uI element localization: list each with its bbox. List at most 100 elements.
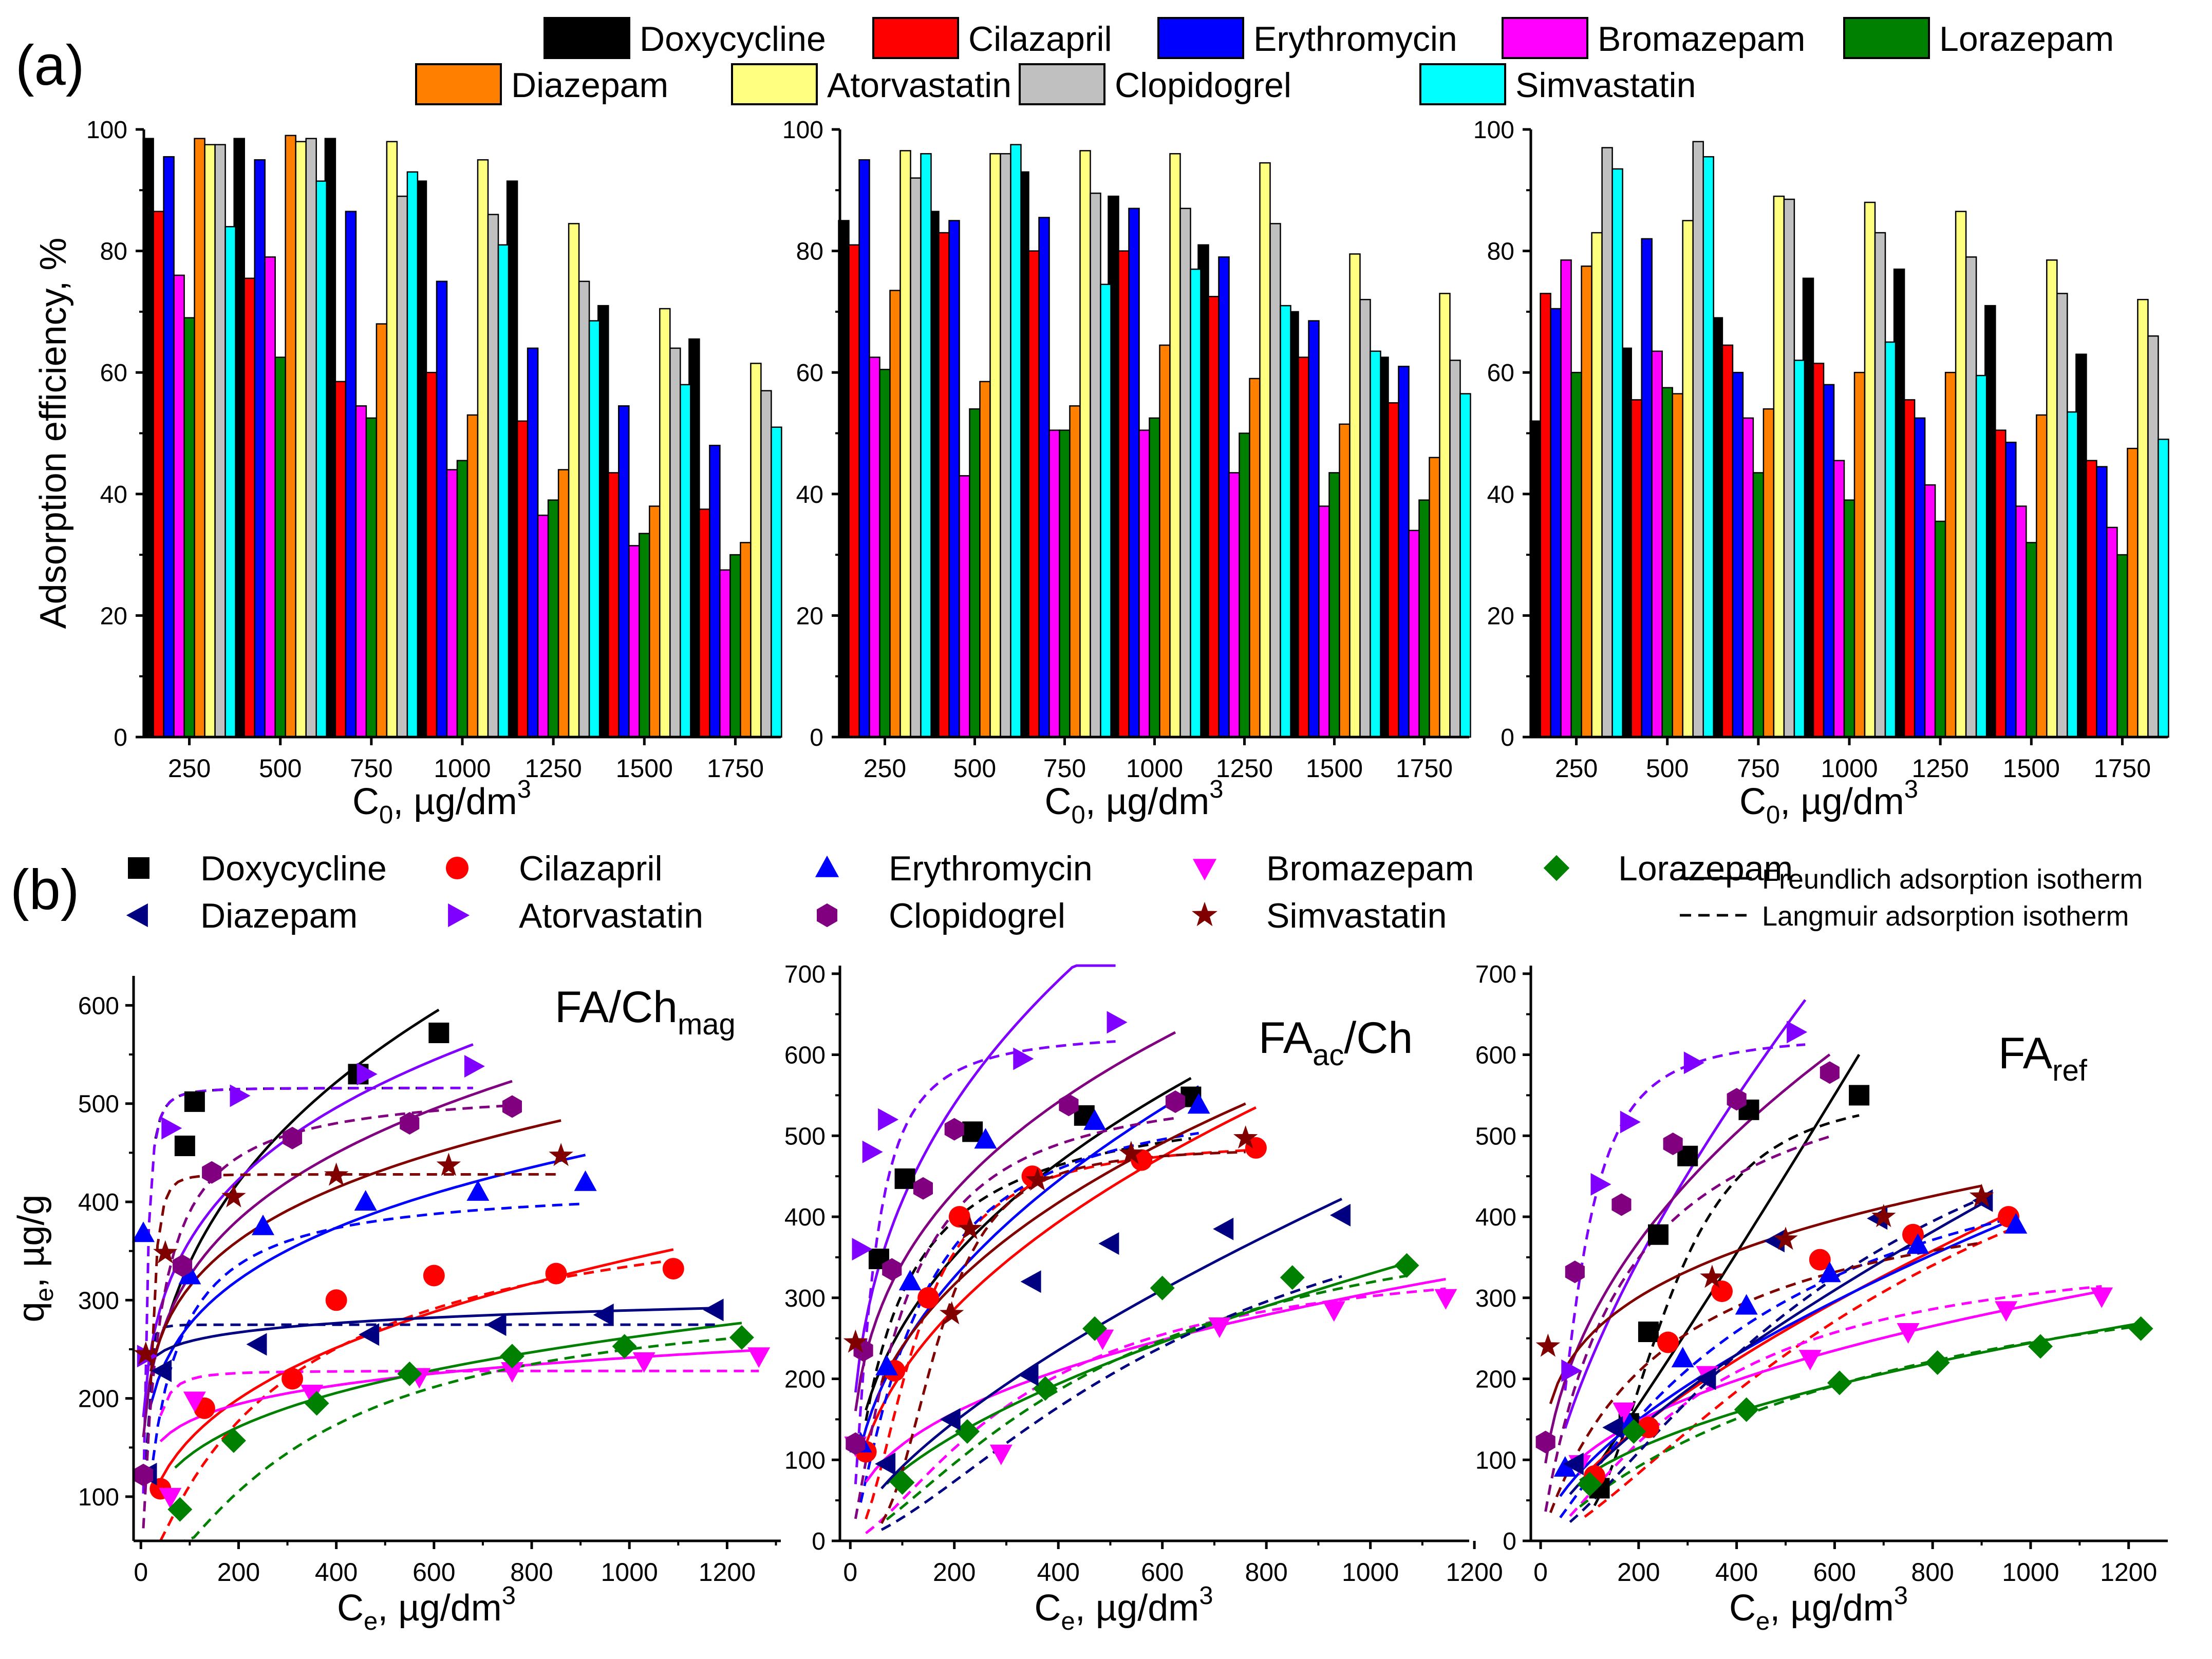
bar-erythromycin-750	[1732, 371, 1744, 738]
point-erythromycin	[1735, 1294, 1758, 1315]
bar-simvastatin-1500	[1370, 350, 1381, 738]
x-axis-label-rest: , µg/dm	[393, 781, 517, 822]
x-axis-label: C0, µg/dm3	[352, 776, 531, 829]
isotherms-simvastatin	[880, 1102, 1246, 1524]
x-tick-label: 500	[259, 754, 302, 783]
y-tick-label: 200	[78, 1386, 119, 1413]
point-lorazepam	[167, 1497, 193, 1522]
annotation-main: FA/Ch	[555, 983, 678, 1032]
y-tick-label: 60	[100, 360, 127, 387]
bar-erythromycin-1000	[1823, 384, 1835, 738]
x-tick-label: 750	[350, 754, 392, 783]
point-erythromycin	[2004, 1213, 2028, 1234]
bar-erythromycin-1500	[2005, 441, 2017, 738]
y-tick-label: 40	[1487, 481, 1514, 508]
isotherms-clopidogrel	[1544, 1053, 1831, 1512]
bar-simvastatin-500	[1010, 144, 1022, 738]
bar-clopidogrel-1000	[487, 214, 499, 738]
x-axis-label-sup: 3	[1209, 776, 1223, 803]
x-tick-label: 1750	[2094, 754, 2151, 783]
bar-atorvastatin-250	[204, 144, 216, 738]
point-simvastatin	[939, 1301, 964, 1325]
freundlich-curve-cilazapril	[865, 1106, 1257, 1445]
bar-series-simvastatin	[920, 144, 1471, 738]
bar-simvastatin-500	[315, 180, 327, 738]
point-clopidogrel	[502, 1095, 522, 1118]
x-tick-label: 1500	[2003, 754, 2060, 783]
bar-erythromycin-1500	[1308, 320, 1320, 738]
bar-atorvastatin-1750	[1439, 293, 1451, 738]
point-atorvastatin	[852, 1238, 873, 1261]
point-lorazepam	[1394, 1253, 1419, 1278]
x-axis-label-main: C	[1729, 1588, 1756, 1629]
point-atorvastatin	[161, 1117, 182, 1140]
bar-erythromycin-1750	[709, 444, 721, 738]
point-atorvastatin	[1683, 1051, 1704, 1074]
bar-bromazepam-1500	[2015, 505, 2027, 738]
point-erythromycin	[875, 1354, 898, 1375]
bar-erythromycin-1250	[1218, 256, 1230, 738]
point-lorazepam	[1827, 1370, 1852, 1396]
legend-b-marker	[815, 855, 839, 877]
bar-bromazepam-250	[173, 274, 185, 738]
bar-diazepam-250	[194, 138, 205, 738]
legend-b-marker	[1543, 855, 1570, 881]
point-atorvastatin	[878, 1108, 899, 1131]
point-bromazepam	[1434, 1289, 1457, 1310]
bar-cilazapril-1500	[608, 472, 620, 738]
point-erythromycin	[1083, 1109, 1107, 1130]
bar-atorvastatin-1500	[2046, 259, 2058, 738]
x-tick-label: 200	[933, 1558, 976, 1587]
langmuir-curve-lorazepam	[1579, 1325, 2141, 1508]
point-lorazepam	[397, 1361, 422, 1386]
bar-diazepam-250	[1581, 265, 1592, 738]
points-lorazepam	[1577, 1316, 2153, 1497]
point-bromazepam	[1613, 1402, 1636, 1423]
points-doxycycline	[1589, 1085, 1870, 1499]
isotherms-simvastatin	[149, 1119, 561, 1385]
bar-bromazepam-1000	[1833, 460, 1845, 738]
point-erythromycin	[1553, 1456, 1577, 1477]
bar-simvastatin-1750	[2158, 439, 2169, 738]
bar-cilazapril-1000	[425, 371, 438, 738]
legend-a-label: Doxycycline	[640, 20, 826, 59]
x-tick-label: 1000	[1342, 1558, 1399, 1587]
y-tick-label: 80	[1487, 238, 1514, 266]
bar-simvastatin-1500	[680, 384, 691, 738]
point-simvastatin	[843, 1329, 868, 1353]
point-bromazepam	[159, 1487, 182, 1509]
point-bromazepam	[1995, 1301, 2018, 1322]
bar-clopidogrel-1500	[669, 347, 681, 738]
point-lorazepam	[1033, 1376, 1058, 1401]
freundlich-curve-clopidogrel	[1544, 1053, 1831, 1464]
bar-erythromycin-1000	[1128, 208, 1140, 738]
point-simvastatin	[958, 1216, 982, 1239]
point-erythromycin	[898, 1270, 922, 1291]
legend-a-item-simvastatin: Simvastatin	[1419, 63, 1696, 105]
legend-a-label: Atorvastatin	[827, 66, 1011, 105]
annotation-main: FA	[1998, 1029, 2053, 1078]
point-clopidogrel	[1535, 1430, 1555, 1454]
bar-atorvastatin-1750	[750, 363, 762, 738]
bar-clopidogrel-500	[1000, 153, 1011, 738]
bar-series-simvastatin	[224, 171, 782, 738]
x-tick-label: 750	[1737, 754, 1779, 783]
bar-cilazapril-750	[1721, 344, 1734, 738]
bar-lorazepam-1500	[1328, 472, 1340, 738]
x-axis-label: Ce, µg/dm3	[1729, 1582, 1908, 1635]
point-erythromycin	[252, 1214, 274, 1235]
langmuir-curve-simvastatin	[1549, 1241, 1982, 1514]
bar-lorazepam-750	[1752, 472, 1765, 738]
point-simvastatin	[1773, 1227, 1798, 1250]
y-tick-label: 20	[100, 602, 127, 630]
legend-a-label: Simvastatin	[1515, 66, 1696, 105]
point-simvastatin	[324, 1162, 349, 1186]
point-lorazepam	[500, 1344, 524, 1369]
point-cilazapril	[948, 1206, 970, 1228]
legend-a-swatch	[1019, 63, 1105, 105]
point-bromazepam	[1798, 1350, 1822, 1371]
point-atorvastatin	[464, 1055, 485, 1078]
legend-a-label: Erythromycin	[1253, 20, 1457, 59]
